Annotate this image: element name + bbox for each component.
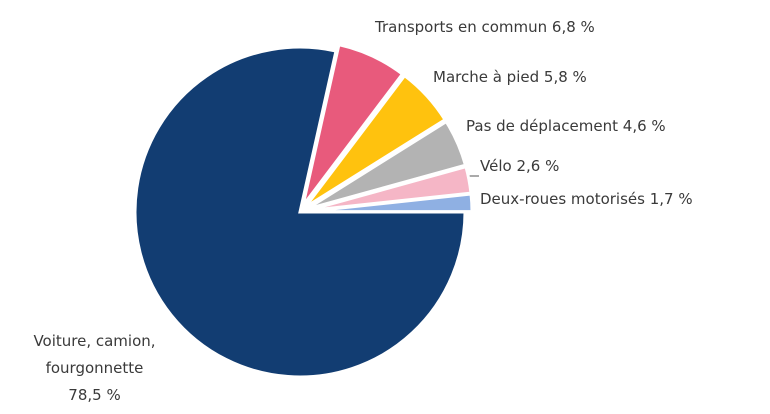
pie-slice: [303, 73, 448, 209]
category-label: Transports en commun: [375, 18, 548, 36]
category-label: Pas de déplacement: [466, 117, 618, 135]
category-label: Vélo: [480, 157, 512, 175]
category-label: Voiture, camion, fourgonnette: [33, 332, 156, 377]
pie-slice: [306, 192, 474, 214]
value-label: 5,8 %: [543, 68, 587, 86]
value-label: 2,6 %: [516, 157, 560, 175]
value-label: 6,8 %: [551, 18, 595, 36]
value-label: 78,5 %: [68, 386, 121, 404]
slice-label: Vélo 2,6 %: [480, 157, 559, 175]
slice-label: Transports en commun 6,8 %: [375, 18, 595, 36]
slice-label: Pas de déplacement 4,6 %: [466, 117, 666, 135]
pie-slice: [305, 119, 468, 211]
pie-slice: [133, 45, 467, 379]
pie-slice: [301, 42, 405, 207]
category-label: Marche à pied: [433, 68, 540, 86]
slice-label: Marche à pied 5,8 %: [433, 68, 587, 86]
slice-label: Deux-roues motorisés 1,7 %: [480, 190, 693, 208]
category-label: Deux-roues motorisés: [480, 190, 645, 208]
value-label: 4,6 %: [622, 117, 666, 135]
value-label: 1,7 %: [649, 190, 693, 208]
slice-label: Voiture, camion, fourgonnette 78,5 %: [2, 328, 187, 409]
